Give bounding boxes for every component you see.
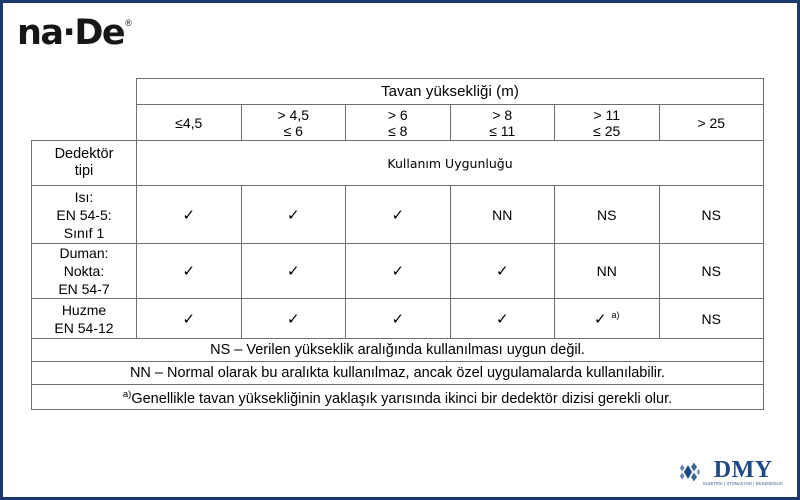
cell-beam-col2: ✓ — [240, 298, 346, 339]
dmy-text-block: DMY ELEKTRİK | OTOMASYON | MÜHENDİSLİK — [703, 458, 783, 487]
cell-heat-col1-value: ✓ — [182, 205, 196, 224]
registered-trademark-icon: ® — [125, 18, 132, 28]
range-3-top: > 6 — [387, 106, 408, 123]
table-header-band-title: Tavan yüksekliği (m) — [135, 78, 765, 105]
cell-beam-col6-value: NS — [701, 310, 721, 327]
range-6-top: > 25 — [697, 114, 726, 131]
cell-smoke-col6: NS — [658, 243, 765, 299]
cell-heat-col3-value: ✓ — [391, 205, 405, 224]
cell-beam-col5-value: ✓ — [593, 309, 607, 328]
cell-beam-col1-value: ✓ — [182, 309, 196, 328]
row-label-smoke-line1: Duman: — [59, 245, 109, 261]
cell-beam-col5: ✓ a) — [554, 298, 660, 339]
note-a: a)Genellikle tavan yüksekliğinin yaklaşı… — [30, 384, 765, 410]
table-note-row: a)Genellikle tavan yüksekliğinin yaklaşı… — [30, 384, 765, 410]
detector-ceiling-height-table: Tavan yüksekliği (m) ≤4,5 > 4,5 ≤ 6 > 6 … — [30, 78, 765, 410]
cell-heat-col3: ✓ — [345, 185, 451, 244]
cell-smoke-col2-value: ✓ — [286, 262, 300, 280]
cell-heat-col6-value: NS — [701, 206, 721, 223]
range-5-top: > 11 — [593, 106, 621, 123]
cell-smoke-col3-value: ✓ — [391, 262, 405, 280]
cell-heat-col5: NS — [554, 185, 660, 244]
nade-logo-wordmark: na·De — [17, 12, 126, 53]
column-header-range-6: > 25 — [658, 104, 765, 141]
range-2-bottom: ≤ 6 — [283, 122, 303, 139]
cell-smoke-col3: ✓ — [345, 243, 451, 299]
cell-smoke-col6-value: NS — [701, 263, 721, 279]
note-nn: NN – Normal olarak bu aralıkta kullanılm… — [30, 361, 765, 385]
note-a-marker: a) — [122, 389, 132, 400]
cell-smoke-col1-value: ✓ — [182, 262, 196, 280]
column-header-range-5: > 11 ≤ 25 — [554, 104, 660, 141]
nade-logo: na·De ® — [17, 13, 132, 53]
range-4-bottom: ≤ 11 — [489, 122, 516, 139]
range-5-bottom: ≤ 25 — [593, 122, 621, 139]
cell-heat-col5-value: NS — [597, 206, 617, 223]
range-1-bottom: ≤4,5 — [175, 114, 203, 131]
detector-type-header-line2: tipi — [74, 163, 94, 179]
row-label-beam-line2: EN 54-12 — [54, 319, 114, 336]
table-note-row: NN – Normal olarak bu aralıkta kullanılm… — [30, 361, 765, 385]
table-header-band-row: Tavan yüksekliği (m) — [32, 78, 765, 105]
cell-beam-col6: NS — [658, 298, 765, 339]
table-row: Huzme EN 54-12 ✓ ✓ ✓ ✓ ✓ a) NS — [31, 298, 765, 339]
cell-heat-col4-value: NN — [492, 206, 513, 223]
row-label-smoke-line2: Nokta: — [63, 263, 105, 279]
row-label-beam: Huzme EN 54-12 — [31, 298, 137, 339]
cell-smoke-col5: NN — [554, 243, 660, 299]
note-ns: NS – Verilen yükseklik aralığında kullan… — [30, 338, 765, 362]
dmy-tagline: ELEKTRİK | OTOMASYON | MÜHENDİSLİK — [703, 481, 783, 487]
column-header-range-1: ≤4,5 — [136, 104, 242, 141]
table-range-header-row: ≤4,5 > 4,5 ≤ 6 > 6 ≤ 8 > 8 ≤ 11 > 11 ≤ 2… — [32, 104, 765, 141]
row-label-smoke-line3: EN 54-7 — [58, 281, 110, 297]
cell-heat-col4: NN — [449, 185, 555, 244]
table-row: Isı: EN 54-5: Sınıf 1 ✓ ✓ ✓ NN NS NS — [31, 185, 765, 244]
note-a-text: Genellikle tavan yüksekliğinin yaklaşık … — [131, 390, 673, 407]
cell-heat-col2-value: ✓ — [286, 205, 300, 224]
row-label-heat-line3: Sınıf 1 — [63, 224, 105, 241]
range-4-top: > 8 — [492, 106, 513, 123]
column-header-range-4: > 8 ≤ 11 — [449, 104, 555, 141]
table-subheader-row: Dedektör tipi Kullanım Uygunluğu — [31, 140, 765, 186]
column-header-range-3: > 6 ≤ 8 — [345, 104, 451, 141]
cell-beam-col2-value: ✓ — [286, 309, 300, 328]
table-note-row: NS – Verilen yükseklik aralığında kullan… — [30, 338, 765, 362]
cell-beam-col5-footnote-marker: a) — [611, 309, 620, 320]
cell-smoke-col4: ✓ — [449, 243, 555, 299]
cell-smoke-col1: ✓ — [136, 243, 242, 299]
cell-beam-col3: ✓ — [345, 298, 451, 339]
cell-heat-col1: ✓ — [136, 185, 242, 244]
detector-type-header-line1: Dedektör — [54, 146, 114, 162]
cell-beam-col3-value: ✓ — [391, 309, 405, 328]
range-3-bottom: ≤ 8 — [388, 122, 408, 139]
cell-smoke-col4-value: ✓ — [495, 262, 509, 280]
cell-smoke-col5-value: NN — [596, 263, 617, 279]
cell-heat-col2: ✓ — [240, 185, 346, 244]
cell-smoke-col2: ✓ — [240, 243, 346, 299]
dmy-wordmark: DMY — [713, 456, 773, 483]
dmy-diamond-icon — [680, 462, 701, 482]
range-2-top: > 4,5 — [277, 106, 310, 123]
usage-suitability-header: Kullanım Uygunluğu — [135, 140, 765, 186]
row-label-heat-line2: EN 54-5: — [56, 206, 112, 223]
detector-type-header: Dedektör tipi — [31, 140, 137, 186]
row-label-heat: Isı: EN 54-5: Sınıf 1 — [31, 185, 137, 244]
table-row: Duman: Nokta: EN 54-7 ✓ ✓ ✓ ✓ NN NS — [31, 243, 765, 299]
dmy-logo: DMY ELEKTRİK | OTOMASYON | MÜHENDİSLİK — [680, 458, 783, 487]
column-header-range-2: > 4,5 ≤ 6 — [240, 104, 346, 141]
cell-heat-col6: NS — [658, 185, 765, 244]
row-label-beam-line1: Huzme — [61, 301, 107, 318]
row-label-heat-line1: Isı: — [74, 188, 94, 205]
row-label-smoke-point: Duman: Nokta: EN 54-7 — [31, 243, 137, 299]
cell-beam-col1: ✓ — [136, 298, 242, 339]
cell-beam-col4-value: ✓ — [495, 309, 509, 328]
cell-beam-col4: ✓ — [449, 298, 555, 339]
